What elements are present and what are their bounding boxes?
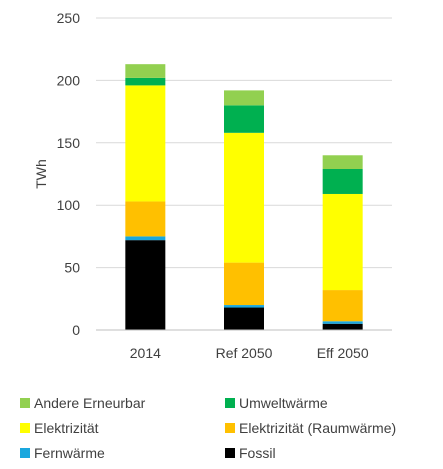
legend-label: Elektrizität — [34, 420, 99, 436]
bar-segment — [224, 105, 264, 133]
y-axis-ticks: 0 50 100 150 200 250 — [57, 10, 81, 338]
legend-label: Fossil — [239, 445, 276, 461]
legend: Andere Erneurbar Umweltwärme Elektrizität E… — [20, 395, 396, 461]
x-tick-label: Eff 2050 — [317, 345, 369, 361]
legend-label: Fernwärme — [34, 445, 105, 461]
bar-segment — [224, 90, 264, 106]
bar-segment — [125, 85, 166, 202]
x-axis-ticks: 2014 Ref 2050 Eff 2050 — [130, 345, 369, 361]
bar-segment — [125, 240, 166, 330]
legend-swatch — [225, 448, 235, 458]
bar-segment — [125, 77, 166, 86]
bar-segment — [322, 155, 363, 170]
legend-swatch — [20, 398, 30, 408]
legend-label: Andere Erneurbar — [34, 395, 146, 411]
legend-swatch — [20, 423, 30, 433]
y-tick-label: 0 — [72, 322, 80, 338]
bar-segment — [322, 193, 363, 291]
bar-segment — [322, 290, 363, 322]
bar-segment — [322, 321, 363, 324]
legend-swatch — [225, 398, 235, 408]
legend-label: Elektrizität (Raumwärme) — [239, 420, 396, 436]
x-tick-label: Ref 2050 — [216, 345, 273, 361]
y-tick-label: 250 — [57, 10, 81, 26]
bar-segment — [125, 64, 166, 78]
bar-segment — [224, 132, 264, 263]
y-tick-label: 50 — [64, 260, 80, 276]
y-tick-label: 150 — [57, 135, 81, 151]
bar-segment — [224, 307, 264, 330]
bar-segment — [125, 236, 166, 241]
bar-segment — [322, 169, 363, 194]
y-axis-label: TWh — [33, 159, 49, 189]
bar-segment — [224, 262, 264, 306]
bar-segment — [125, 201, 166, 237]
bars — [125, 64, 363, 330]
legend-label: Umweltwärme — [239, 395, 328, 411]
legend-swatch — [20, 448, 30, 458]
y-tick-label: 200 — [57, 72, 81, 88]
x-tick-label: 2014 — [130, 345, 161, 361]
bar-segment — [224, 305, 264, 308]
bar-segment — [322, 323, 363, 330]
y-tick-label: 100 — [57, 197, 81, 213]
legend-swatch — [225, 423, 235, 433]
